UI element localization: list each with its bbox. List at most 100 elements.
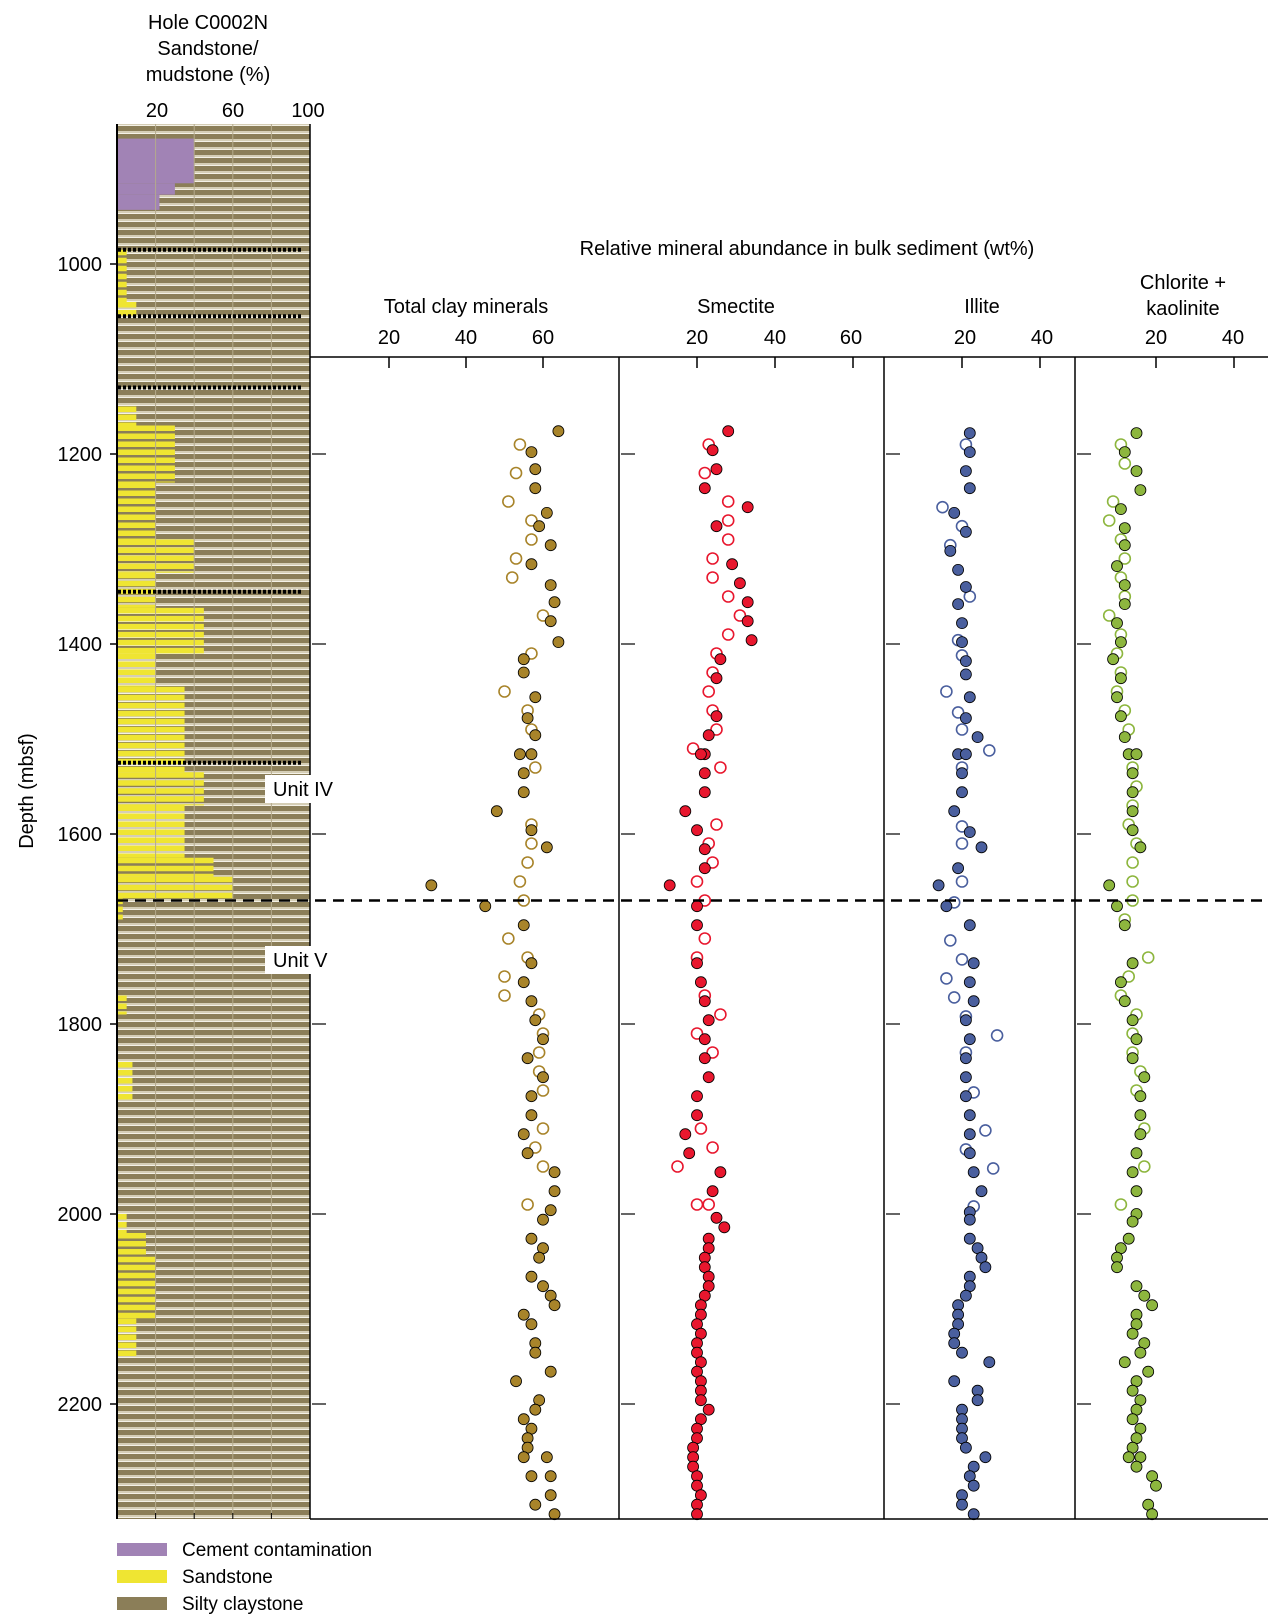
- data-point-open: [940, 972, 953, 985]
- x-tick-label: 60: [532, 327, 554, 349]
- data-point-filled: [529, 482, 542, 495]
- sandstone-band: [117, 1062, 133, 1068]
- sandstone-band: [117, 422, 137, 426]
- data-point-filled: [1118, 919, 1131, 932]
- sandstone-band: [117, 677, 156, 683]
- data-point-filled: [1122, 1232, 1135, 1245]
- data-point-open: [528, 761, 542, 774]
- panel-frame: [310, 356, 1268, 1520]
- data-point-filled: [963, 482, 976, 495]
- data-point-filled: [521, 1147, 534, 1160]
- sandstone-band: [117, 1350, 137, 1356]
- data-point-open: [990, 1029, 1004, 1042]
- sandstone-band: [117, 1272, 156, 1279]
- data-point-open: [536, 1122, 550, 1135]
- data-point-filled: [975, 841, 988, 854]
- data-point-filled: [695, 1394, 707, 1407]
- data-point-filled: [967, 957, 980, 970]
- data-point-filled: [952, 564, 964, 576]
- data-point-filled: [521, 712, 534, 724]
- data-point-open: [940, 685, 953, 698]
- sandstone-band: [117, 694, 185, 701]
- x-tick-label: 40: [764, 327, 786, 349]
- sandstone-band: [117, 249, 127, 256]
- sandstone-band: [117, 1342, 137, 1348]
- depth-axis: 1000 1200 1400 1600 1800 2000 2200: [58, 254, 117, 1416]
- data-point-filled: [963, 1128, 976, 1141]
- x-tick-label: 40: [1222, 327, 1244, 349]
- sandstone-band: [117, 1070, 133, 1076]
- data-point-filled: [960, 1289, 972, 1302]
- data-point-open: [943, 934, 957, 947]
- data-point-filled: [537, 1213, 549, 1226]
- data-point-filled: [741, 501, 754, 514]
- data-point-filled: [932, 879, 945, 892]
- data-point-filled: [1111, 560, 1123, 572]
- data-point-filled: [517, 919, 530, 932]
- data-point-filled: [1115, 636, 1127, 648]
- data-point-open: [521, 1198, 534, 1211]
- data-point-filled: [1134, 1128, 1147, 1141]
- sandstone-band: [117, 653, 156, 659]
- data-point-open: [955, 723, 969, 736]
- data-point-filled: [663, 879, 676, 892]
- data-point-filled: [548, 1299, 561, 1312]
- data-point-filled: [679, 805, 692, 818]
- sandstone-band: [117, 522, 156, 528]
- sandstone-band: [117, 788, 204, 794]
- data-point-filled: [1107, 653, 1119, 666]
- data-point-filled: [691, 1090, 703, 1103]
- cement-block: [117, 194, 160, 210]
- sandstone-band: [117, 498, 156, 504]
- data-point-filled: [971, 731, 984, 743]
- data-point-open: [721, 514, 735, 527]
- data-point-filled: [691, 919, 703, 932]
- legend-label: Cement contamination: [182, 1540, 372, 1561]
- data-point-filled: [967, 995, 980, 1008]
- sandstone-interval: [117, 406, 137, 426]
- sandstone-band: [117, 257, 127, 264]
- data-point-filled: [718, 1221, 731, 1234]
- data-point-filled: [1142, 1365, 1155, 1378]
- data-point-filled: [698, 862, 711, 875]
- sandstone-band: [117, 1326, 137, 1332]
- data-point-filled: [963, 919, 976, 932]
- sandstone-interval: [117, 249, 127, 302]
- data-point-filled: [710, 1211, 723, 1224]
- data-point-open: [502, 932, 515, 945]
- data-point-filled: [544, 615, 557, 628]
- data-point-filled: [1138, 1289, 1151, 1302]
- panel-smectite: Smectite 20 40 60: [621, 296, 862, 1521]
- data-point-filled: [960, 1014, 972, 1027]
- data-point-open: [979, 1124, 992, 1137]
- data-point-filled: [960, 1052, 972, 1065]
- data-point-filled: [1146, 1508, 1158, 1521]
- sandstone-band: [117, 297, 127, 302]
- x-tick-label: 20: [378, 327, 400, 349]
- data-point-filled: [1146, 1299, 1158, 1312]
- sandstone-interval: [117, 1233, 146, 1255]
- data-point-open: [513, 875, 527, 888]
- data-point-filled: [963, 1213, 976, 1226]
- sandstone-band: [117, 1011, 127, 1015]
- data-point-filled: [952, 862, 964, 875]
- sandstone-band: [117, 1003, 127, 1009]
- sandstone-band: [117, 726, 185, 733]
- data-point-filled: [1122, 1451, 1135, 1464]
- sandstone-band: [117, 281, 127, 288]
- data-point-filled: [691, 824, 703, 837]
- lithology-title-line: Hole C0002N: [148, 12, 268, 34]
- sandstone-band: [117, 1280, 156, 1287]
- data-point-filled: [517, 1128, 530, 1141]
- lithology-bottom-ticks: [155, 1513, 311, 1519]
- data-point-filled: [517, 1308, 530, 1321]
- data-point-open: [536, 1084, 550, 1097]
- data-point-filled: [710, 672, 723, 685]
- sandstone-band: [117, 514, 156, 520]
- sandstone-band: [117, 772, 204, 778]
- data-point-filled: [544, 1204, 557, 1217]
- data-point-filled: [702, 1014, 715, 1027]
- sandstone-band: [117, 1288, 156, 1295]
- data-point-filled: [1115, 976, 1127, 989]
- data-point-filled: [714, 653, 727, 666]
